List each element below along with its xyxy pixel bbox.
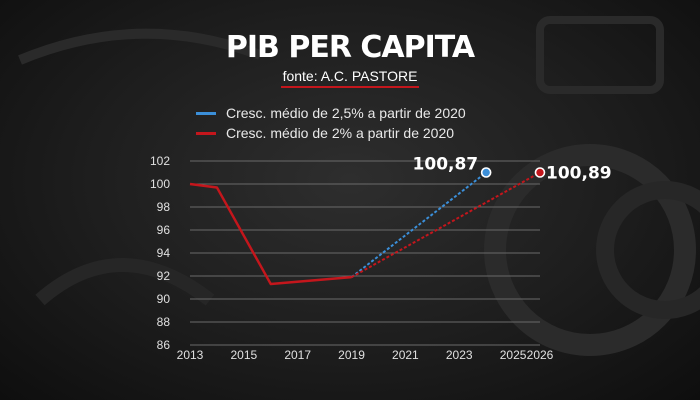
legend-label-red: Cresc. médio de 2% a partir de 2020 [226,125,455,141]
y-tick-label: 100 [150,177,170,191]
legend-item-red: Cresc. médio de 2% a partir de 2020 [196,123,466,143]
end-marker-red [534,167,546,178]
y-tick-label: 96 [157,223,171,237]
legend-item-blue: Cresc. médio de 2,5% a partir de 2020 [196,103,466,123]
series-line-blue [350,171,487,278]
series-line-red [351,171,541,279]
chart-title: PIB PER CAPITA [225,30,475,65]
y-tick-label: 92 [157,269,171,283]
chart-source-text: fonte: A.C. PASTORE [280,68,420,88]
x-tick-label: 2021 [392,348,419,362]
end-label-red: 100,89 [546,164,612,184]
x-tick-label: 2026 [527,348,554,362]
y-tick-label: 88 [157,315,171,329]
x-tick-label: 2019 [338,348,365,362]
legend: Cresc. médio de 2,5% a partir de 2020 Cr… [196,103,466,143]
x-tick-label: 2025 [500,348,527,362]
x-tick-label: 2017 [284,348,311,362]
chart-source: fonte: A.C. PASTORE [0,68,700,88]
end-label-blue: 100,87 [413,155,479,175]
y-tick-label: 86 [157,338,171,352]
y-tick-label: 98 [157,200,171,214]
y-tick-label: 94 [157,246,171,260]
x-tick-label: 2013 [177,348,204,362]
end-marker-blue [480,167,492,178]
legend-swatch-blue [196,111,216,115]
x-tick-label: 2015 [230,348,257,362]
legend-swatch-red [196,131,216,135]
series-line-historical [189,182,352,286]
legend-label-blue: Cresc. médio de 2,5% a partir de 2020 [226,105,466,121]
y-tick-label: 90 [157,292,171,306]
x-tick-label: 2023 [446,348,473,362]
y-tick-label: 102 [150,154,170,168]
